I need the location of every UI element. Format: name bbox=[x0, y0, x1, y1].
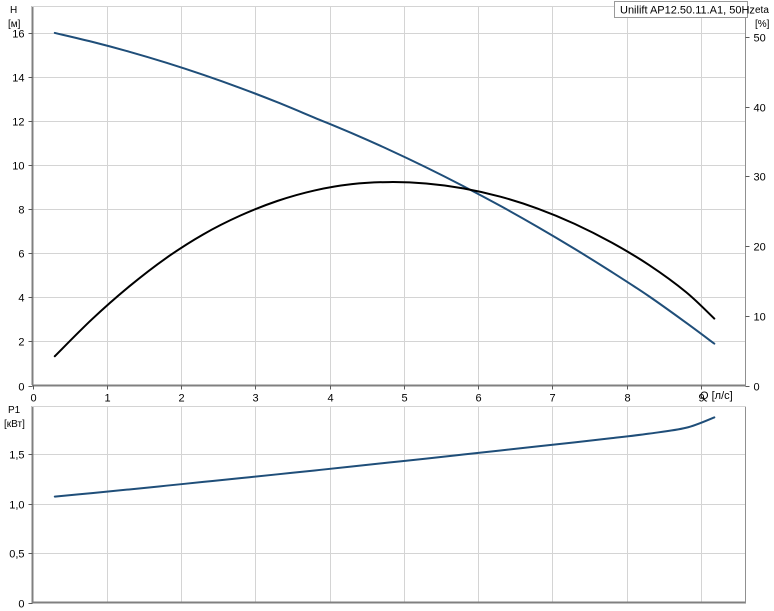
y-tick-label: 1,0 bbox=[9, 500, 24, 512]
background bbox=[0, 0, 774, 611]
x-tick-label: 8 bbox=[624, 393, 630, 405]
y-tick-label: 0 bbox=[18, 599, 24, 611]
power-axis-name: P1 bbox=[8, 405, 21, 416]
flow-axis-label: Q [л/с] bbox=[700, 390, 733, 402]
x-tick-label: 4 bbox=[327, 393, 333, 405]
head-axis-name: H bbox=[10, 5, 17, 16]
y-tick-label: 8 bbox=[18, 205, 24, 217]
y-tick-label: 4 bbox=[18, 293, 24, 305]
y-tick-label: 16 bbox=[12, 29, 24, 41]
x-tick-label: 3 bbox=[252, 393, 258, 405]
y-tick-label: 0 bbox=[18, 382, 24, 394]
x-tick-label: 7 bbox=[549, 393, 555, 405]
y-tick-label: 14 bbox=[12, 73, 24, 85]
x-tick-label: 1 bbox=[104, 393, 110, 405]
y2-tick-label: 50 bbox=[754, 33, 766, 45]
y-tick-label: 12 bbox=[12, 117, 24, 129]
head-axis-unit: [м] bbox=[8, 19, 21, 30]
y2-tick-label: 30 bbox=[754, 172, 766, 184]
y-tick-label: 0,5 bbox=[9, 549, 24, 561]
x-tick-label: 0 bbox=[30, 393, 36, 405]
x-tick-label: 5 bbox=[401, 393, 407, 405]
x-tick-label: 2 bbox=[178, 393, 184, 405]
y2-tick-label: 0 bbox=[754, 382, 760, 394]
chart-title: Unilift AP12.50.11.A1, 50Hz bbox=[620, 5, 755, 17]
y2-tick-label: 10 bbox=[754, 312, 766, 324]
eta-axis-name: eta bbox=[755, 5, 769, 16]
y-tick-label: 1,5 bbox=[9, 450, 24, 462]
chart-canvas: 0123456789024681012141601020304050 H [м]… bbox=[0, 0, 774, 611]
y-tick-label: 6 bbox=[18, 249, 24, 261]
power-axis-unit: [кВт] bbox=[4, 419, 25, 430]
y2-tick-label: 40 bbox=[754, 103, 766, 115]
x-tick-label: 6 bbox=[475, 393, 481, 405]
pump-performance-curves: 0123456789024681012141601020304050 H [м]… bbox=[0, 0, 774, 611]
y2-tick-label: 20 bbox=[754, 242, 766, 254]
y-tick-label: 10 bbox=[12, 161, 24, 173]
y-tick-label: 2 bbox=[18, 337, 24, 349]
eta-axis-unit: [%] bbox=[755, 19, 770, 30]
